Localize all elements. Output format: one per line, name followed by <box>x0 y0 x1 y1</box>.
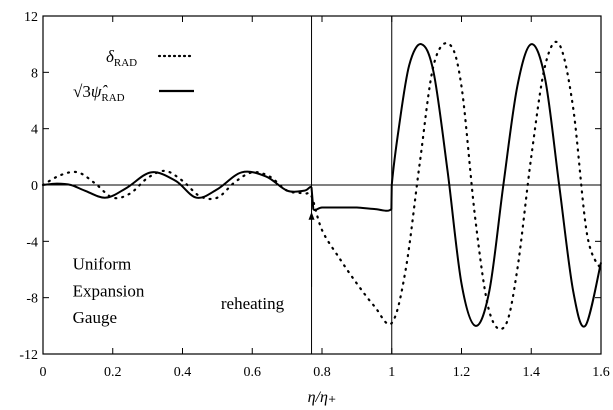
x-tick-label: 0 <box>40 365 47 380</box>
y-tick-label: 4 <box>31 123 38 138</box>
legend-label-delta: δRAD <box>106 47 137 69</box>
annotation-expansion: Expansion <box>73 281 145 300</box>
x-tick-label: 0.8 <box>313 365 331 380</box>
legend-label-psi: √3ψ̂RAD <box>73 82 125 104</box>
series-psi-rad-line <box>42 43 602 328</box>
x-axis-label: η/η₊ <box>308 389 337 406</box>
x-tick-label: 0.2 <box>104 365 122 380</box>
annotation-gauge: Gauge <box>73 308 117 327</box>
legend: δRAD √3ψ̂RAD <box>73 47 196 104</box>
y-tick-label: 8 <box>31 66 38 81</box>
series-layer <box>41 40 603 331</box>
annotation-uniform: Uniform <box>73 255 132 274</box>
x-tick-label: 0.4 <box>174 365 192 380</box>
x-tick-label: 1.2 <box>453 365 471 380</box>
series-delta-rad-line <box>41 40 603 331</box>
axis-tick-labels: 0 0.2 0.4 0.6 0.8 1 1.2 1.4 1.6 -12 -8 -4 0 4 8 12 <box>19 10 609 380</box>
axis-ticks <box>42 15 602 355</box>
x-tick-label: 1.6 <box>592 365 610 380</box>
y-tick-label: 12 <box>24 10 38 25</box>
x-tick-label: 1 <box>388 365 395 380</box>
y-tick-label: -4 <box>26 235 38 250</box>
y-tick-label: -12 <box>19 348 38 363</box>
y-tick-label: -8 <box>26 292 38 307</box>
reheating-arrowhead <box>308 211 315 220</box>
y-tick-label: 0 <box>31 179 38 194</box>
x-tick-label: 1.4 <box>523 365 541 380</box>
annotation-reheating: reheating <box>221 294 285 313</box>
x-tick-label: 0.6 <box>244 365 262 380</box>
annotations: Uniform Expansion Gauge reheating <box>73 211 315 327</box>
